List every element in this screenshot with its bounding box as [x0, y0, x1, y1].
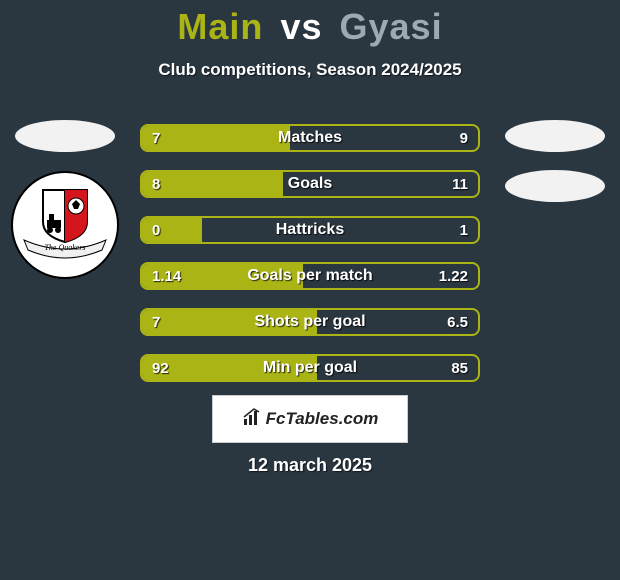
crest-banner-text: The Quakers — [44, 243, 85, 252]
stat-label: Min per goal — [142, 356, 478, 380]
left-badges-column: The Quakers — [10, 120, 120, 280]
stat-row: 7Matches9 — [140, 124, 480, 152]
page-title: Main vs Gyasi — [0, 0, 620, 48]
stat-right-value: 1.22 — [439, 264, 468, 288]
stat-label: Matches — [142, 126, 478, 150]
source-brand-text: FcTables.com — [266, 409, 379, 429]
comparison-infographic: Main vs Gyasi Club competitions, Season … — [0, 0, 620, 580]
source-badge: FcTables.com — [212, 395, 408, 443]
stat-label: Goals per match — [142, 264, 478, 288]
stat-row: 0Hattricks1 — [140, 216, 480, 244]
stat-row: 1.14Goals per match1.22 — [140, 262, 480, 290]
chart-icon — [242, 407, 262, 432]
stat-right-value: 11 — [452, 172, 468, 196]
date-text: 12 march 2025 — [0, 455, 620, 476]
title-player-a: Main — [177, 6, 263, 47]
stat-right-value: 85 — [451, 356, 468, 380]
player-a-placeholder-oval — [15, 120, 115, 152]
stat-right-value: 6.5 — [447, 310, 468, 334]
stat-right-value: 1 — [460, 218, 468, 242]
stat-row: 92Min per goal85 — [140, 354, 480, 382]
right-badges-column — [500, 120, 610, 220]
club-crest-a: The Quakers — [10, 170, 120, 280]
stat-label: Hattricks — [142, 218, 478, 242]
player-b-placeholder-oval — [505, 120, 605, 152]
title-player-b: Gyasi — [340, 6, 443, 47]
title-vs: vs — [280, 6, 322, 47]
stat-label: Shots per goal — [142, 310, 478, 334]
stat-label: Goals — [142, 172, 478, 196]
subtitle: Club competitions, Season 2024/2025 — [0, 60, 620, 80]
stat-right-value: 9 — [460, 126, 468, 150]
stat-row: 7Shots per goal6.5 — [140, 308, 480, 336]
club-b-placeholder-oval — [505, 170, 605, 202]
stats-bars: 7Matches9 8Goals11 0Hattricks1 1.14Goals pe… — [140, 124, 480, 400]
stat-row: 8Goals11 — [140, 170, 480, 198]
